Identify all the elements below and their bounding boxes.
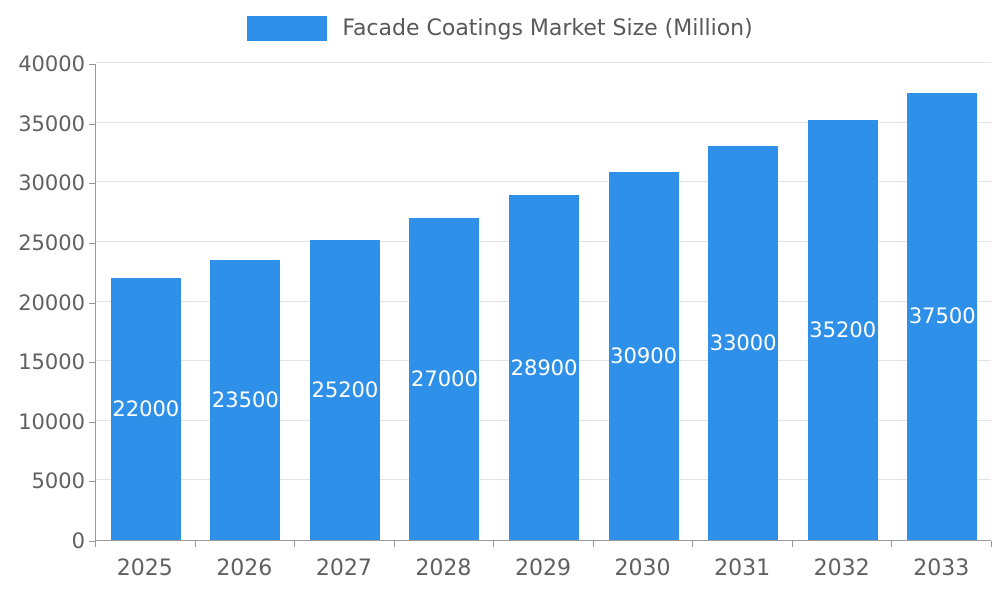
x-axis-tick [393,541,395,547]
legend[interactable]: Facade Coatings Market Size (Million) [0,16,1000,41]
x-tick-label: 2027 [315,556,372,581]
bar-2032: 35200 [807,120,878,540]
y-tick-label: 0 [71,529,85,553]
x-tick-label: 2033 [913,556,970,581]
bar-2026: 23500 [210,259,281,540]
x-axis-tick [891,541,893,547]
x-axis-tick [194,541,196,547]
bar-2025: 22000 [110,277,181,540]
y-tick-label: 5000 [31,469,85,494]
bar-2029: 28900 [509,195,579,540]
x-tick-label: 2029 [514,556,571,581]
gridline [96,121,991,123]
y-axis-tick [89,64,95,65]
y-axis-tick [89,124,95,125]
x-tick-label: 2028 [415,556,472,581]
x-tick-label: 2030 [614,556,671,581]
y-tick-label: 30000 [18,171,85,196]
bar-value-label: 27000 [411,367,478,392]
y-axis-tick [89,541,95,542]
bar-value-label: 25200 [311,377,379,402]
y-axis-tick [89,362,95,363]
bar-2031: 33000 [708,146,779,540]
x-axis-tick [493,541,495,547]
y-axis-tick [89,422,95,423]
gridline [96,62,991,63]
y-axis-tick [89,303,95,304]
bar-2028: 27000 [409,218,480,540]
bar-2027: 25200 [309,239,380,540]
y-tick-label: 35000 [18,111,85,136]
bar-value-label: 23500 [211,387,279,412]
y-tick-label: 25000 [18,230,85,255]
y-axis-tick [89,481,95,482]
x-axis-tick [791,541,793,547]
y-axis-tick [89,183,95,184]
y-tick-label: 10000 [18,409,85,434]
x-tick-label: 2031 [714,556,771,581]
gridline [96,181,991,183]
bar-value-label: 22000 [112,396,180,421]
x-tick-label: 2026 [216,556,273,581]
bar-2030: 30900 [608,171,679,540]
bar-value-label: 28900 [510,355,578,380]
bar-value-label: 35200 [809,318,877,343]
x-axis-tick [991,541,992,547]
chart-title: Facade Coatings Market Size (Million) [342,16,753,41]
y-tick-label: 40000 [18,52,85,76]
y-tick-label: 20000 [18,290,85,315]
plot-area: 22000 23500 25200 27000 28900 30900 33000 35200… [95,62,991,541]
x-axis-tick [294,541,296,547]
x-tick-label: 2032 [813,556,870,581]
bar-value-label: 37500 [908,304,976,329]
y-axis-tick [89,243,95,244]
x-axis-tick [592,541,594,547]
x-tick-label: 2025 [116,556,173,581]
x-axis-tick [692,541,694,547]
bar-value-label: 30900 [610,343,677,368]
y-tick-label: 15000 [18,350,85,375]
bar-2033: 37500 [907,92,978,540]
legend-swatch [247,16,328,41]
bar-value-label: 33000 [709,331,777,356]
x-axis-tick [95,541,96,547]
